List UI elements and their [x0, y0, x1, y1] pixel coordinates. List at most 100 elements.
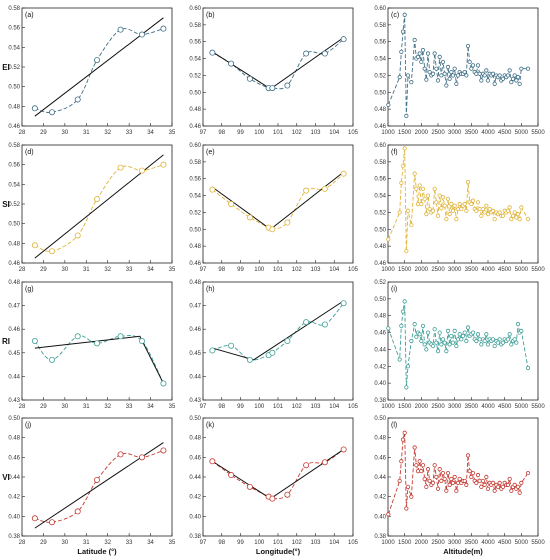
data-point [437, 193, 442, 198]
x-tick-label: 99 [237, 540, 244, 546]
data-point [439, 73, 444, 78]
data-point [509, 488, 514, 493]
data-point [404, 385, 409, 390]
data-point [464, 482, 469, 487]
data-point [449, 333, 454, 339]
y-tick-label: 0.52 [8, 202, 20, 208]
data-point [74, 96, 81, 103]
data-point [424, 484, 429, 489]
data-point [414, 463, 419, 468]
series-line [34, 164, 164, 252]
y-tick-label: 0.58 [189, 160, 201, 166]
data-point [399, 180, 404, 186]
x-tick-label: 3000 [448, 130, 462, 136]
data-point [469, 474, 474, 480]
x-tick-label: 103 [310, 130, 321, 136]
y-tick-label: 0.50 [8, 222, 20, 228]
data-point [94, 476, 101, 483]
data-point [450, 73, 456, 78]
data-point [485, 486, 491, 491]
data-point [402, 12, 407, 17]
data-point [419, 468, 424, 474]
data-point [397, 75, 402, 80]
data-point [479, 213, 484, 218]
data-point [484, 332, 489, 337]
data-point [417, 51, 422, 56]
data-point [455, 206, 461, 212]
data-point [512, 210, 517, 215]
y-tick-label: 0.52 [374, 280, 386, 286]
y-axis-label: VI [2, 473, 10, 482]
data-point [485, 78, 491, 83]
x-tick-label: 29 [40, 404, 47, 410]
data-point [228, 472, 235, 479]
y-tick-label: 0.47 [8, 304, 20, 310]
x-tick-label: 34 [147, 267, 154, 273]
panel-label: (d) [25, 149, 34, 156]
data-point [432, 51, 437, 56]
x-tick-label: 29 [40, 267, 47, 273]
data-point [435, 213, 441, 218]
x-tick-label: 100 [254, 404, 265, 410]
y-tick-label: 0.48 [8, 104, 20, 110]
data-point [425, 467, 431, 472]
data-point [74, 508, 81, 515]
data-point [509, 342, 514, 347]
data-point [228, 60, 235, 67]
data-point [474, 71, 479, 76]
data-point [409, 80, 414, 85]
x-tick-label: 35 [169, 130, 176, 136]
data-point [462, 478, 467, 484]
data-point [444, 217, 449, 222]
plot-frame [202, 281, 354, 401]
x-tick-label: 1000 [381, 404, 395, 410]
y-tick-label: 0.38 [374, 534, 386, 540]
data-point [509, 80, 514, 85]
data-point [31, 515, 38, 522]
y-tick-label: 0.44 [189, 475, 201, 481]
panel-label: (e) [206, 149, 215, 156]
data-point [160, 380, 167, 387]
data-point [497, 73, 502, 78]
data-point [417, 183, 422, 188]
data-point [437, 467, 442, 472]
series-line [34, 28, 164, 113]
data-point [437, 54, 442, 59]
data-point [475, 332, 481, 337]
data-point [386, 326, 391, 331]
x-tick-label: 33 [126, 404, 133, 410]
x-tick-label: 35 [169, 540, 176, 546]
data-point [519, 66, 524, 71]
x-tick-label: 97 [200, 267, 207, 273]
y-tick-label: 0.58 [374, 23, 386, 29]
data-point [467, 468, 472, 474]
x-tick-label: 5500 [531, 267, 545, 273]
data-point [284, 491, 291, 498]
x-tick-label: 2000 [415, 130, 429, 136]
series-line [387, 432, 529, 515]
x-tick-label: 2500 [431, 267, 445, 273]
y-tick-label: 0.48 [374, 314, 386, 320]
data-point [495, 484, 501, 489]
data-point [31, 337, 38, 344]
data-point [510, 76, 516, 81]
data-point [482, 210, 487, 215]
plot-frame [202, 7, 354, 127]
data-point [500, 484, 506, 489]
y-tick-label: 0.48 [8, 280, 20, 286]
data-point [303, 187, 310, 194]
data-point [321, 459, 328, 466]
data-point [515, 212, 521, 217]
data-point [459, 206, 464, 212]
x-tick-label: 32 [104, 540, 111, 546]
x-tick-label: 29 [40, 130, 47, 136]
data-point [397, 478, 402, 484]
y-tick-label: 0.44 [374, 475, 386, 481]
data-point [439, 342, 444, 347]
y-tick-label: 0.52 [189, 73, 201, 79]
x-tick-label: 1000 [381, 267, 395, 273]
data-point [444, 83, 449, 88]
data-point [484, 474, 489, 480]
data-point [470, 198, 476, 203]
y-tick-label: 0.60 [374, 143, 386, 149]
